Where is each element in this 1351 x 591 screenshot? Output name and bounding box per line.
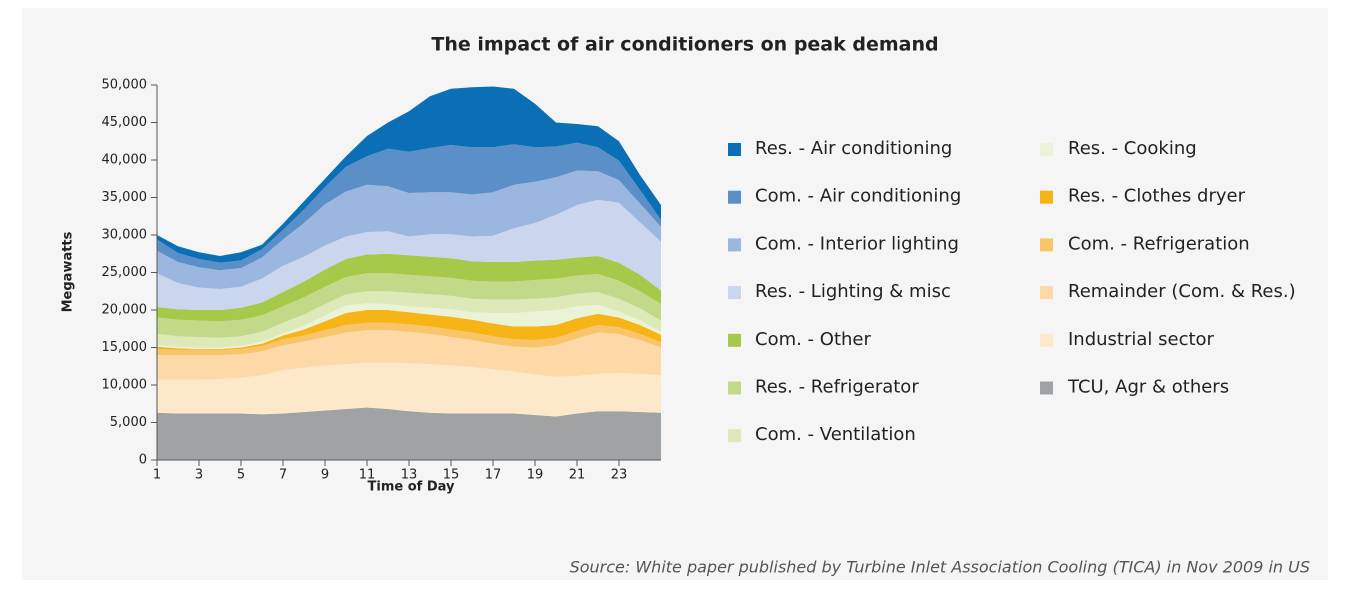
legend-label: Res. - Refrigerator (755, 377, 919, 398)
area (157, 322, 661, 355)
legend-swatch (1040, 381, 1053, 395)
legend-swatch (728, 381, 741, 395)
area (157, 199, 661, 310)
y-tick-label: 15,000 (102, 340, 148, 355)
legend-label: Res. - Clothes dryer (1068, 186, 1246, 207)
legend-swatch (728, 238, 741, 252)
y-tick-label: 0 (139, 453, 147, 468)
area (157, 330, 661, 380)
legend-swatch (728, 286, 741, 300)
legend-label: Com. - Ventilation (755, 424, 916, 445)
legend-label: Com. - Air conditioning (755, 186, 961, 207)
legend-label: Industrial sector (1068, 329, 1215, 350)
x-tick-label: 13 (401, 468, 418, 483)
y-tick-label: 40,000 (102, 153, 148, 168)
x-tick-label: 21 (569, 468, 586, 483)
legend-label: Com. - Interior lighting (755, 233, 959, 254)
legend-label: Com. - Refrigeration (1068, 233, 1250, 254)
legend-swatch (1040, 333, 1053, 347)
x-tick-label: 5 (237, 468, 245, 483)
legend-label: TCU, Agr & others (1067, 377, 1229, 398)
source-note: Source: White paper published by Turbine… (570, 558, 1310, 577)
chart-title: The impact of air conditioners on peak d… (431, 34, 938, 56)
y-tick-label: 10,000 (102, 378, 148, 393)
legend-label: Res. - Air conditioning (755, 138, 952, 159)
area (157, 170, 661, 289)
y-tick-label: 45,000 (102, 115, 148, 130)
area (157, 362, 661, 417)
legend-swatch (1040, 286, 1053, 300)
legend-swatch (1040, 238, 1053, 252)
area (157, 253, 661, 322)
y-tick-label: 5,000 (110, 415, 147, 430)
x-tick-label: 1 (153, 468, 161, 483)
x-tick-label: 7 (279, 468, 287, 483)
x-tick-label: 11 (359, 468, 376, 483)
legend-swatch (1040, 143, 1053, 156)
area (157, 303, 661, 349)
x-tick-label: 9 (321, 468, 329, 483)
area (157, 142, 661, 271)
legend-label: Remainder (Com. & Res.) (1068, 281, 1296, 302)
y-tick-label: 35,000 (102, 190, 148, 205)
x-tick-label: 23 (611, 468, 628, 483)
y-tick-label: 30,000 (102, 228, 148, 243)
x-tick-label: 15 (443, 468, 460, 483)
legend-label: Res. - Lighting & misc (755, 281, 951, 302)
y-axis-label: Megawatts (61, 231, 76, 312)
legend-swatch (728, 143, 741, 156)
y-tick-label: 20,000 (102, 303, 148, 318)
legend-swatch (728, 333, 741, 347)
x-axis-label: Time of Day (368, 480, 455, 495)
x-tick-label: 17 (485, 468, 502, 483)
y-tick-label: 50,000 (102, 78, 148, 93)
area (157, 291, 661, 348)
legend-label: Res. - Cooking (1068, 138, 1197, 159)
legend-swatch (728, 190, 741, 204)
legend-label: Com. - Other (755, 329, 871, 350)
area (157, 86, 661, 263)
legend-swatch (728, 429, 741, 443)
x-tick-label: 19 (527, 468, 544, 483)
area (157, 310, 661, 350)
x-tick-label: 3 (195, 468, 203, 483)
area (157, 407, 661, 460)
y-tick-label: 25,000 (102, 265, 148, 280)
legend-swatch (1040, 190, 1053, 204)
area (157, 273, 661, 338)
